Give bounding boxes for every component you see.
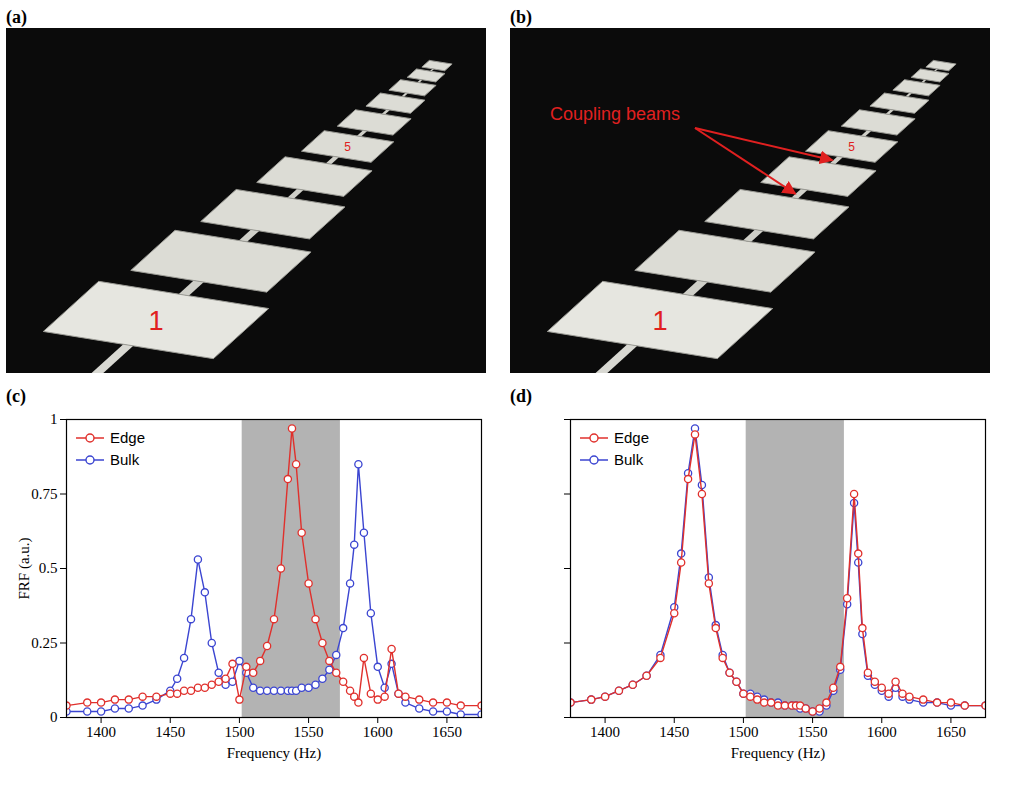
html-text:(a): (a) xyxy=(6,7,27,27)
svg-text:Frequency (Hz): Frequency (Hz) xyxy=(227,745,322,762)
svg-text:Bulk: Bulk xyxy=(110,451,140,468)
svg-text:5: 5 xyxy=(344,140,351,154)
svg-text:Edge: Edge xyxy=(614,429,649,446)
svg-text:1: 1 xyxy=(148,305,163,336)
svg-text:1400: 1400 xyxy=(86,724,116,740)
svg-text:0: 0 xyxy=(50,709,58,725)
svg-text:1: 1 xyxy=(652,305,667,336)
svg-text:1650: 1650 xyxy=(936,724,966,740)
svg-text:FRF (a.u.): FRF (a.u.) xyxy=(16,537,33,599)
svg-text:1550: 1550 xyxy=(294,724,324,740)
svg-text:0.5: 0.5 xyxy=(39,560,58,576)
svg-text:Frequency (Hz): Frequency (Hz) xyxy=(731,745,826,762)
svg-text:1600: 1600 xyxy=(867,724,897,740)
svg-text:1450: 1450 xyxy=(659,724,689,740)
svg-text:0.75: 0.75 xyxy=(31,486,57,502)
svg-text:1: 1 xyxy=(50,411,58,427)
svg-text:Edge: Edge xyxy=(110,429,145,446)
svg-text:1550: 1550 xyxy=(798,724,828,740)
svg-text:1650: 1650 xyxy=(432,724,462,740)
html-text:(b): (b) xyxy=(510,7,532,27)
svg-text:1500: 1500 xyxy=(224,724,254,740)
svg-text:1450: 1450 xyxy=(155,724,185,740)
svg-text:5: 5 xyxy=(848,140,855,154)
svg-text:0.25: 0.25 xyxy=(31,635,57,651)
svg-text:1400: 1400 xyxy=(590,724,620,740)
html-text:(d): (d) xyxy=(510,386,532,406)
svg-text:1500: 1500 xyxy=(728,724,758,740)
svg-text:1600: 1600 xyxy=(363,724,393,740)
html-text:(c): (c) xyxy=(6,386,26,406)
svg-text:Bulk: Bulk xyxy=(614,451,644,468)
svg-text:Coupling beams: Coupling beams xyxy=(550,104,680,124)
